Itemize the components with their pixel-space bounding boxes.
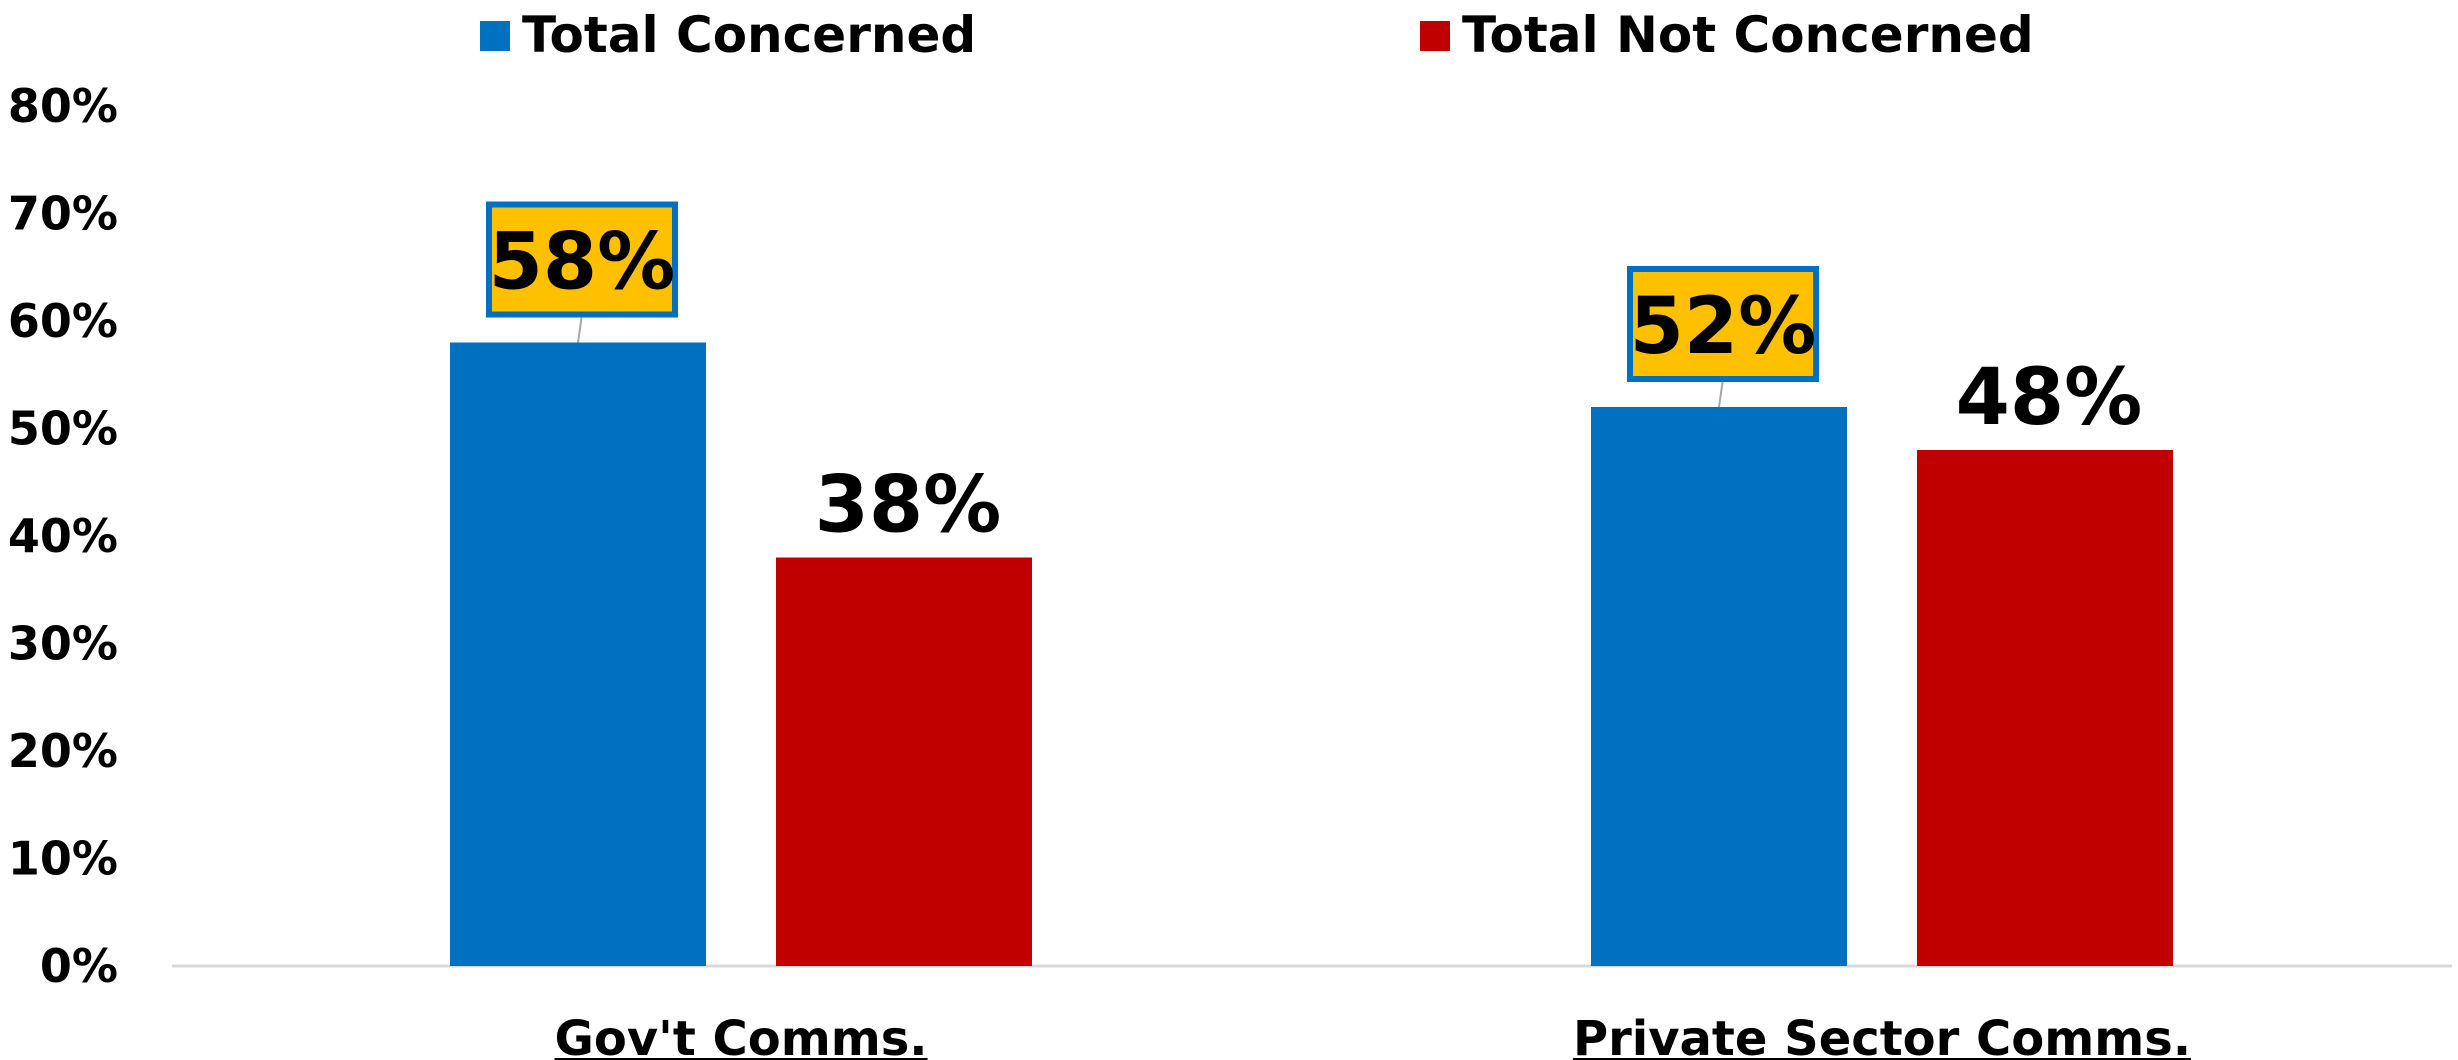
callout-box [486, 201, 678, 318]
x-category-label: Gov't Comms. [554, 1011, 927, 1060]
data-label: 52% [1630, 282, 1817, 372]
bar-concerned [450, 342, 706, 966]
y-tick-label: 70% [8, 187, 118, 241]
data-label: 58% [489, 218, 676, 308]
data-label: 48% [1956, 353, 2143, 443]
legend-swatch [1420, 21, 1450, 51]
data-labels: 58% 38% 52% 48% [486, 201, 2143, 551]
y-tick-label: 30% [8, 617, 118, 671]
callout-box [1627, 266, 1819, 382]
legend-label: Total Concerned [522, 6, 976, 64]
bar-not-concerned [776, 557, 1032, 966]
y-axis: 0% 10% 20% 30% 40% 50% 60% 70% 80% [8, 79, 118, 993]
bar-concerned [1591, 407, 1847, 966]
callout-leader-line [577, 314, 583, 343]
x-category-label: Private Sector Comms. [1573, 1011, 2191, 1060]
legend-swatch [480, 21, 510, 51]
bars [450, 342, 2173, 966]
category-labels: Gov't Comms. Private Sector Comms. [554, 1011, 2191, 1060]
callout-leader-line [1718, 378, 1724, 408]
y-tick-label: 10% [8, 832, 118, 886]
y-tick-label: 20% [8, 724, 118, 778]
y-tick-label: 0% [40, 939, 118, 993]
bar-not-concerned [1917, 450, 2173, 966]
y-tick-label: 60% [8, 294, 118, 348]
y-tick-label: 80% [8, 79, 118, 133]
data-label: 38% [815, 461, 1002, 551]
y-tick-label: 50% [8, 402, 118, 456]
legend: Total Concerned Total Not Concerned [480, 6, 2034, 64]
y-tick-label: 40% [8, 509, 118, 563]
legend-label: Total Not Concerned [1462, 6, 2034, 64]
